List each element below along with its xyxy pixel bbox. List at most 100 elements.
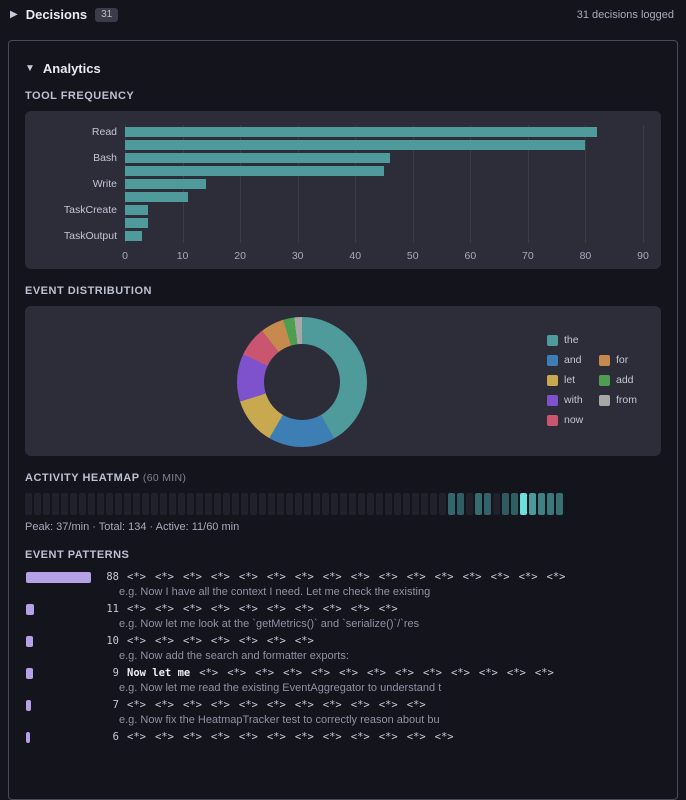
legend-swatch — [547, 414, 558, 426]
collapsed-triangle-icon: ▶ — [10, 9, 18, 20]
legend-item: from — [599, 390, 645, 410]
heatmap-cell — [259, 493, 266, 515]
bar-row: Read — [92, 125, 643, 138]
decisions-title: Decisions — [25, 7, 88, 22]
bar-row: Bash — [93, 151, 643, 164]
gridline — [527, 125, 529, 243]
wildcard-token: <*> — [127, 699, 146, 711]
bar-row — [125, 164, 643, 177]
wildcard-token: <*> — [322, 603, 342, 615]
heatmap-cell — [403, 493, 410, 515]
legend-label: with — [564, 394, 583, 406]
legend-column-right: for add from — [599, 350, 645, 430]
pattern-line: 6 <*> <*> <*> <*> <*> <*> <*> <*> <*> <*> <*> <*> — [25, 730, 661, 745]
wildcard-token: <*> — [182, 603, 202, 615]
wildcard-token: <*> — [154, 571, 174, 583]
event-distribution-chart: the and let with now for add from — [25, 306, 661, 456]
wildcard-token: <*> — [462, 571, 482, 583]
gridline — [355, 125, 357, 243]
wildcard-token: <*> — [199, 667, 219, 679]
analytics-collapse-toggle[interactable]: ▼ Analytics — [25, 61, 661, 76]
tool-frequency-chart: Read Bash Write TaskCreate TaskOutput 0 10 20 3… — [25, 111, 661, 269]
legend-item: and — [547, 350, 593, 370]
heatmap-cell — [232, 493, 239, 515]
wildcard-token: <*> — [210, 571, 230, 583]
heatmap-cell — [250, 493, 257, 515]
pattern-line: 88 <*> <*> <*> <*> <*> <*> <*> <*> <*> <*> <*> <*> <*… — [25, 570, 661, 585]
heatmap-cell — [376, 493, 383, 515]
bar — [125, 217, 149, 228]
wildcard-token: <*> — [182, 571, 202, 583]
heatmap-cell — [448, 493, 455, 515]
wildcard-token: <*> — [210, 731, 230, 743]
heatmap-cell — [133, 493, 140, 515]
pattern-line: 9 Now let me <*> <*> <*> <*> <*> <*> <*> <*> <*> <*… — [25, 666, 661, 681]
wildcard-token: <*> — [294, 731, 314, 743]
legend-item: add — [599, 370, 645, 390]
bar-category-label: TaskCreate — [63, 203, 117, 216]
bar-row — [125, 190, 643, 203]
bar-category-label: Bash — [93, 151, 117, 164]
gridline — [412, 125, 414, 243]
wildcard-token: <*> — [210, 603, 230, 615]
wildcard-token: <*> — [518, 571, 538, 583]
heatmap-cell — [547, 493, 554, 515]
heatmap-cell — [25, 493, 32, 515]
heatmap-cell — [475, 493, 482, 515]
gridline — [643, 125, 644, 243]
pattern-count-bar — [26, 604, 34, 615]
wildcard-token: <*> — [350, 571, 370, 583]
heatmap-cell — [286, 493, 293, 515]
heatmap-cell — [196, 493, 203, 515]
bar-category-label: TaskOutput — [63, 229, 117, 242]
pie-legend: the and let with now for add from — [547, 330, 645, 430]
wildcard-token: <*> — [127, 603, 146, 615]
heatmap-cell — [142, 493, 149, 515]
wildcard-token: <*> — [434, 731, 454, 743]
decisions-count-badge: 31 — [95, 7, 119, 22]
legend-swatch — [599, 374, 610, 386]
literal-token: Now let me — [127, 667, 191, 679]
pattern-example: e.g. Now let me read the existing EventA… — [119, 682, 442, 694]
bar — [125, 139, 586, 150]
wildcard-token: <*> — [182, 635, 202, 647]
x-tick-label: 60 — [464, 250, 477, 262]
wildcard-token: <*> — [339, 667, 359, 679]
wildcard-token: <*> — [266, 731, 286, 743]
heatmap-cell — [385, 493, 392, 515]
pattern-entry: 88 <*> <*> <*> <*> <*> <*> <*> <*> <*> <*> <*> <*> <*… — [25, 570, 661, 598]
wildcard-token: <*> — [127, 635, 146, 647]
wildcard-token: <*> — [154, 603, 174, 615]
legend-label: from — [616, 394, 637, 406]
bar-row: TaskCreate — [64, 203, 643, 216]
wildcard-token: <*> — [238, 635, 258, 647]
wildcard-token: <*> — [506, 667, 526, 679]
bar — [125, 165, 384, 176]
pattern-count: 11 — [106, 603, 119, 615]
wildcard-token: <*> — [227, 667, 247, 679]
heatmap-stats: Peak: 37/min · Total: 134 · Active: 11/6… — [25, 521, 240, 533]
heatmap-cell — [412, 493, 419, 515]
event-patterns-list: 88 <*> <*> <*> <*> <*> <*> <*> <*> <*> <*> <*> <*> <*… — [25, 570, 661, 745]
wildcard-token: <*> — [434, 571, 454, 583]
wildcard-token: <*> — [546, 571, 566, 583]
heatmap-cell — [556, 493, 563, 515]
pattern-count: 9 — [112, 667, 119, 679]
analytics-panel: ▼ Analytics TOOL FREQUENCY Read Bash Write… — [8, 40, 678, 800]
activity-heatmap-label: ACTIVITY HEATMAP (60 MIN) — [25, 472, 661, 484]
bar-x-axis: 0 10 20 30 40 50 60 70 80 90 — [122, 247, 649, 267]
pattern-count: 6 — [112, 731, 119, 743]
decisions-collapse-toggle[interactable]: ▶ Decisions 31 — [10, 7, 119, 22]
wildcard-token: <*> — [294, 571, 314, 583]
pattern-entry: 9 Now let me <*> <*> <*> <*> <*> <*> <*> <*> <*> <*… — [25, 666, 661, 694]
wildcard-token: <*> — [266, 603, 286, 615]
wildcard-token: <*> — [422, 667, 442, 679]
pattern-count: 10 — [106, 635, 119, 647]
wildcard-token: <*> — [350, 731, 370, 743]
heatmap-cell — [106, 493, 113, 515]
bar — [125, 178, 206, 189]
heatmap-cell — [151, 493, 158, 515]
wildcard-token: <*> — [154, 731, 174, 743]
pattern-tokens: <*> <*> <*> <*> <*> <*> <*> <*> <*> <*> <*> <*> — [127, 731, 463, 743]
legend-label: and — [564, 354, 582, 366]
